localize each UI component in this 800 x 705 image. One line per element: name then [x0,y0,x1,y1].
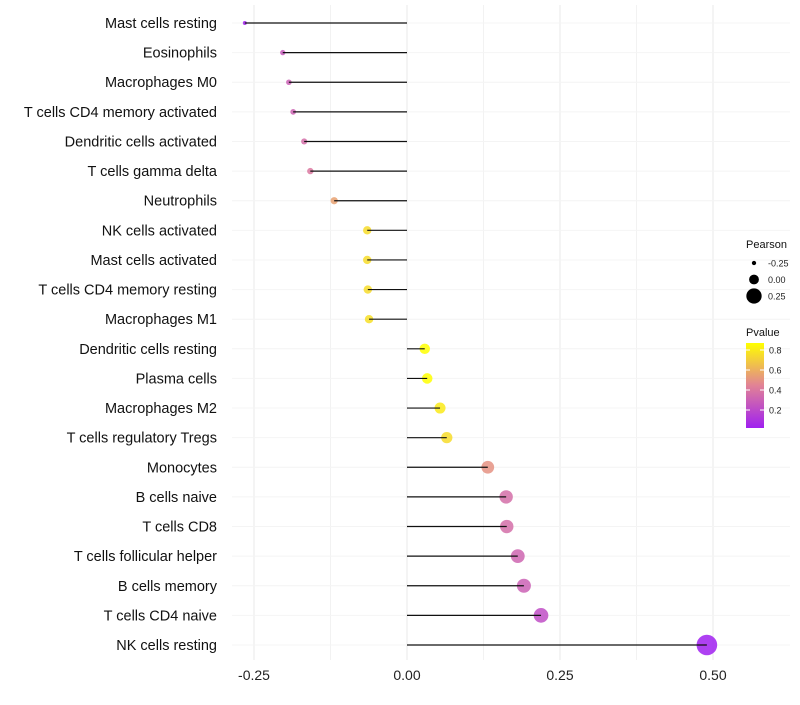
legend-color-label: 0.4 [769,386,782,396]
category-label: T cells follicular helper [74,549,217,565]
category-label: Dendritic cells activated [65,134,217,150]
lollipop-point [363,255,372,265]
category-label: Mast cells resting [105,16,217,32]
category-label: T cells gamma delta [88,164,218,180]
legend-color-label: 0.8 [769,346,782,356]
legend-size-label: 0.00 [768,275,786,285]
legend-color-label: 0.6 [769,366,782,376]
lollipop-point [533,608,549,623]
category-label: Neutrophils [144,194,217,210]
category-label: T cells CD4 naive [104,608,217,624]
category-label: B cells memory [118,579,218,595]
category-label: T cells CD4 memory resting [38,283,217,299]
x-tick-label: 0.00 [393,667,420,683]
category-label: Eosinophils [143,46,217,62]
x-tick-label: -0.25 [238,667,270,683]
category-label: Macrophages M2 [105,401,217,417]
legend-colorbar [746,343,764,428]
legend-size-key [749,274,759,285]
category-label: Monocytes [147,460,217,476]
category-label: Plasma cells [136,371,217,387]
lollipop-point [421,373,433,384]
x-tick-label: 0.50 [699,667,726,683]
category-label: Macrophages M0 [105,75,217,91]
category-label: Mast cells activated [90,253,217,269]
legend-size-label: -0.25 [768,259,789,269]
category-label: T cells CD8 [142,520,217,536]
legend-size-key [751,260,757,266]
legend-size-title: Pearson [746,239,787,251]
category-label: T cells regulatory Tregs [67,431,217,447]
category-label: NK cells resting [116,638,217,654]
category-label: T cells CD4 memory activated [24,105,217,121]
category-label: Dendritic cells resting [79,342,217,358]
legend-size-label: 0.25 [768,292,786,302]
legend-color-label: 0.2 [769,406,782,416]
category-label: Macrophages M1 [105,312,217,328]
legend-size-key [746,288,762,304]
legend-color-title: Pvalue [746,327,780,339]
x-tick-label: 0.25 [546,667,573,683]
category-label: B cells naive [136,490,217,506]
lollipop-point [363,226,372,235]
category-label: NK cells activated [102,223,217,239]
